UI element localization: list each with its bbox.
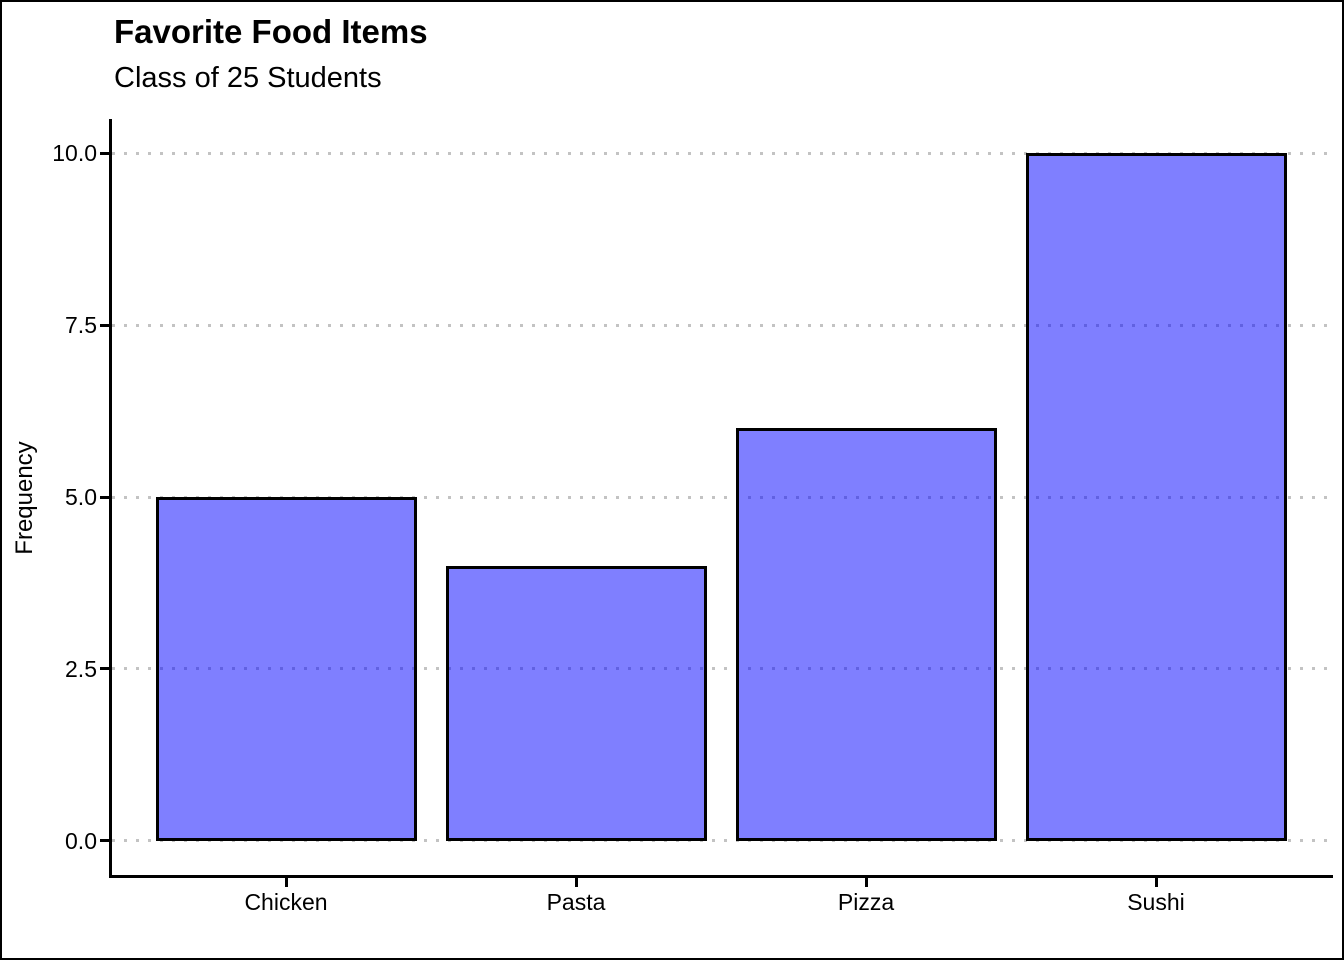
bar-pizza <box>735 428 997 841</box>
plot-panel: 0.0 2.5 5.0 7.5 10.0 Chicken Pasta Pizza Sushi <box>52 119 1333 915</box>
y-tick-label: 7.5 <box>65 312 97 339</box>
x-tick-label: Pizza <box>837 889 895 915</box>
x-tick-label: Chicken <box>244 889 328 915</box>
gridline <box>112 667 1330 671</box>
y-tick-mark <box>100 667 109 671</box>
y-tick-label: 10.0 <box>52 140 97 167</box>
y-tick-label: 5.0 <box>65 484 97 510</box>
chart-subtitle: Class of 25 Students <box>114 62 382 94</box>
y-tick-label: 2.5 <box>65 655 97 682</box>
gridline <box>112 323 1330 327</box>
bar-chicken <box>155 497 417 841</box>
chart-title: Favorite Food Items <box>114 13 428 50</box>
y-tick-mark <box>100 151 109 155</box>
gridline <box>112 495 1330 499</box>
y-tick-mark <box>100 323 109 327</box>
x-axis-line <box>109 875 1333 878</box>
bar-pasta <box>445 565 707 841</box>
x-tick-mark <box>1154 878 1158 887</box>
gridline <box>112 839 1330 843</box>
x-tick-mark <box>284 878 288 887</box>
y-tick-label: 0.0 <box>65 827 97 854</box>
y-tick-mark <box>100 495 109 499</box>
gridline <box>112 151 1330 155</box>
x-tick-mark <box>574 878 578 887</box>
x-tick-label: Pasta <box>546 889 606 915</box>
x-tick-label: Sushi <box>1127 889 1185 915</box>
y-axis-title: Frequency <box>11 441 38 555</box>
x-tick-mark <box>864 878 868 887</box>
y-tick-mark <box>100 839 109 843</box>
bar-sushi <box>1025 153 1287 841</box>
y-axis-line <box>109 119 112 878</box>
